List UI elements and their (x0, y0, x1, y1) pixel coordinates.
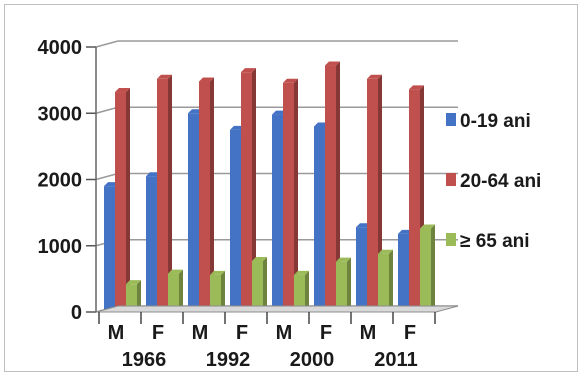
bar-top (367, 74, 382, 79)
bar (199, 81, 210, 312)
bars (104, 61, 435, 313)
x-tick-label: M (360, 322, 377, 344)
bar-top (294, 270, 309, 275)
gridline-depth (95, 40, 119, 48)
axes (86, 46, 459, 324)
gridline-depth (95, 106, 119, 114)
bar-top (409, 85, 424, 90)
bar (168, 273, 179, 312)
bar-side (336, 61, 340, 312)
bar-side (221, 270, 225, 312)
y-tick-labels: 0 1000 2000 3000 4000 (38, 37, 83, 324)
bar (294, 274, 305, 312)
bar-top (420, 224, 435, 229)
x-group-label: 1966 (122, 349, 167, 371)
legend-swatch (446, 233, 456, 246)
bar (241, 72, 252, 312)
bar-top (168, 269, 183, 274)
bar-side (126, 88, 130, 312)
bar (367, 78, 378, 312)
bar-side (252, 68, 256, 312)
bar (188, 113, 199, 312)
bar (146, 176, 157, 312)
bar-top (241, 68, 256, 73)
bar (210, 274, 221, 312)
x-tick-label: M (108, 322, 125, 344)
legend-swatch (446, 113, 456, 126)
x-tick-label: F (152, 322, 164, 344)
y-tick-label: 2000 (38, 170, 83, 192)
bar-side (431, 224, 435, 312)
bar-side (210, 77, 214, 312)
x-tick-label: M (276, 322, 293, 344)
bar-top (199, 77, 214, 82)
bar (378, 253, 389, 312)
bar (283, 82, 294, 313)
bar (115, 92, 126, 312)
bar (356, 227, 367, 312)
bar-side (389, 249, 393, 312)
x-tick-labels: M F M F M F M F 1966 1992 2000 2011 (108, 322, 418, 371)
bar-side (294, 78, 298, 313)
legend-label: 20-64 ani (460, 171, 541, 192)
x-group-label: 2000 (290, 349, 335, 371)
bar-top (126, 280, 141, 285)
legend-label: 0-19 ani (460, 111, 531, 132)
x-group-label: 2011 (374, 349, 417, 371)
bar (157, 78, 168, 312)
bar (230, 129, 241, 312)
bar (409, 89, 420, 313)
bar-top (252, 256, 267, 261)
bar (314, 126, 325, 312)
bar (252, 260, 263, 312)
y-tick-label: 1000 (38, 236, 83, 258)
y-tick-label: 3000 (38, 103, 83, 125)
bar-side (347, 257, 351, 312)
x-tick-label: F (404, 322, 416, 344)
bar-top (325, 61, 340, 66)
bar (420, 228, 431, 312)
bar-top (157, 74, 172, 79)
bar (104, 186, 115, 312)
legend-label: ≥ 65 ani (460, 231, 530, 252)
bar-top (336, 257, 351, 262)
x-tick-label: F (320, 322, 332, 344)
gridline-depth (95, 172, 119, 181)
y-tick-label: 0 (71, 302, 82, 324)
x-tick-label: F (236, 322, 248, 344)
bar (336, 261, 347, 312)
legend: 0-19 ani 20-64 ani ≥ 65 ani (446, 111, 541, 252)
bar-side (168, 74, 172, 312)
bar-top (210, 270, 225, 275)
y-tick-label: 4000 (38, 37, 83, 59)
x-group-label: 1992 (206, 349, 251, 371)
bar-top (378, 249, 393, 254)
bar (272, 114, 283, 312)
bar-top (115, 88, 130, 93)
bar (398, 233, 409, 312)
bar-side (179, 269, 183, 312)
bar-top (283, 78, 298, 83)
bar-side (263, 256, 267, 312)
x-tick-label: M (192, 322, 209, 344)
bar-side (137, 280, 141, 312)
bar (325, 65, 336, 312)
bar (126, 284, 137, 312)
legend-swatch (446, 173, 456, 186)
bar-side (305, 270, 309, 312)
chart-floor (95, 305, 459, 313)
